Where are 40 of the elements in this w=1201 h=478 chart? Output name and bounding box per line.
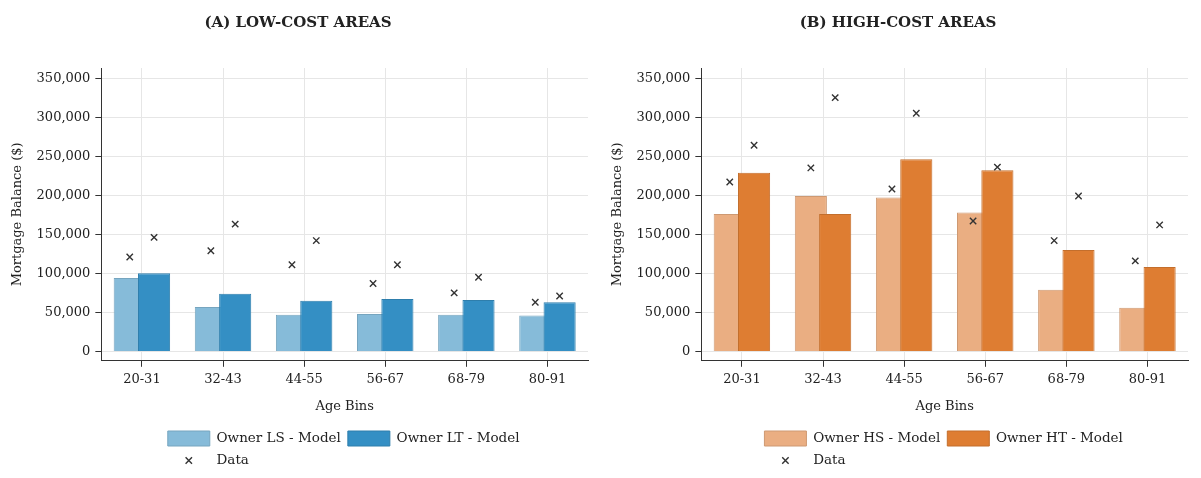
- legend-label: Data: [813, 451, 846, 467]
- y-tick-label: 50,000: [644, 303, 691, 319]
- x-tick-label: 68-79: [447, 370, 486, 386]
- y-tick-label: 150,000: [636, 225, 691, 241]
- y-tick-label: 50,000: [44, 303, 91, 319]
- x-tick-label: 56-67: [966, 370, 1004, 386]
- y-axis-title: Mortgage Balance ($): [9, 142, 25, 287]
- x-axis-title: Age Bins: [314, 397, 374, 413]
- y-tick-label: 150,000: [36, 225, 91, 241]
- x-tick-label: 44-55: [885, 370, 923, 386]
- legend-label: Owner HT - Model: [996, 429, 1123, 445]
- y-tick-label: 250,000: [636, 147, 691, 163]
- legend-label: Owner HS - Model: [813, 429, 941, 445]
- x-tick-label: 20-31: [123, 370, 161, 386]
- legend-label: Data: [216, 451, 249, 467]
- y-tick-label: 350,000: [36, 69, 91, 85]
- x-tick-label: 80-91: [1128, 370, 1167, 386]
- chart-title: (B) HIGH-COST AREAS: [799, 12, 997, 31]
- y-tick-label: 300,000: [636, 108, 691, 124]
- y-tick-label: 100,000: [636, 264, 691, 280]
- y-tick-label: 250,000: [36, 147, 91, 163]
- x-tick-label: 32-43: [204, 370, 242, 386]
- y-tick-label: 200,000: [36, 186, 91, 202]
- x-tick-label: 20-31: [723, 370, 761, 386]
- legend-label: Owner LS - Model: [216, 429, 341, 445]
- x-tick-label: 44-55: [285, 370, 323, 386]
- chart-title: (A) LOW-COST AREAS: [204, 12, 392, 31]
- y-axis-title: Mortgage Balance ($): [609, 142, 625, 287]
- x-axis-title: Age Bins: [914, 397, 974, 413]
- y-tick-label: 300,000: [36, 108, 91, 124]
- x-tick-label: 80-91: [528, 370, 567, 386]
- y-tick-label: 100,000: [36, 264, 91, 280]
- y-tick-label: 350,000: [636, 69, 691, 85]
- y-tick-label: 0: [82, 342, 91, 358]
- y-tick-label: 0: [682, 342, 691, 358]
- x-tick-label: 68-79: [1047, 370, 1086, 386]
- x-tick-label: 32-43: [804, 370, 842, 386]
- x-tick-label: 56-67: [366, 370, 404, 386]
- legend-label: Owner LT - Model: [396, 429, 520, 445]
- y-tick-label: 200,000: [636, 186, 691, 202]
